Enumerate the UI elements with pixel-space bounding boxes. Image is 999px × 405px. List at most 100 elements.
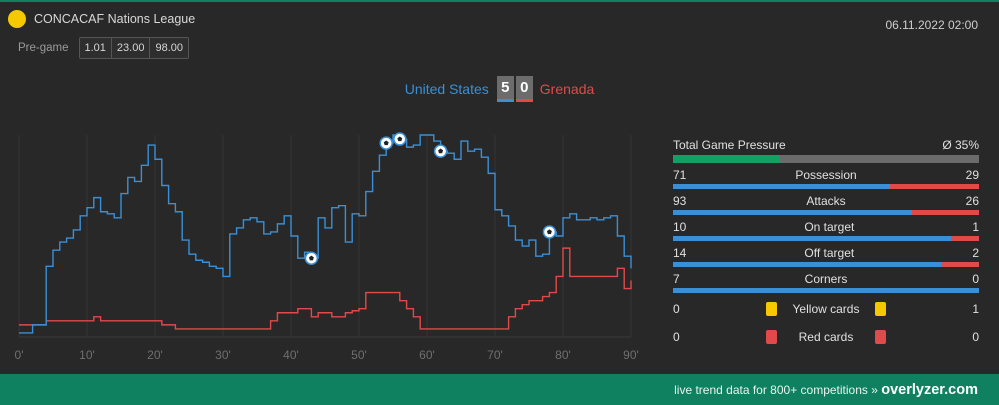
card-wrap xyxy=(875,329,939,344)
stat-row: 7 Corners 0 xyxy=(673,272,979,293)
ball-patch xyxy=(438,148,444,154)
ball-patch xyxy=(308,255,314,261)
yellow-card-icon xyxy=(875,301,886,316)
stat-row: 71 Possession 29 xyxy=(673,168,979,189)
pregame-odds: Pre-game 1.01 23.00 98.00 xyxy=(18,37,189,59)
goal-ball-icon[interactable] xyxy=(542,225,557,239)
footer-text: live trend data for 800+ competitions » xyxy=(674,383,878,397)
pressure-header: Total Game Pressure Ø 35% xyxy=(673,138,979,154)
stat-values: 14 Off target 2 xyxy=(673,246,979,262)
match-datetime: 06.11.2022 02:00 xyxy=(885,18,978,32)
stat-bar-away xyxy=(951,236,979,241)
stat-bar-home xyxy=(673,236,952,241)
card-wrap xyxy=(713,329,777,344)
red-card-icon xyxy=(766,329,777,344)
pressure-bar-fill xyxy=(673,155,781,163)
pressure-value: Ø 35% xyxy=(942,138,979,152)
away-team-name[interactable]: Grenada xyxy=(539,81,595,97)
stat-bar-away xyxy=(912,210,979,215)
cards-label: Red cards xyxy=(798,329,854,344)
cards-away-value: 0 xyxy=(972,329,979,344)
card-wrap xyxy=(875,301,939,316)
stat-away-value: 2 xyxy=(972,246,979,260)
stat-bar-away xyxy=(890,184,979,189)
x-tick-label: 80' xyxy=(555,348,571,362)
home-team-name[interactable]: United States xyxy=(404,81,489,97)
stat-label: On target xyxy=(804,220,855,234)
stat-values: 10 On target 1 xyxy=(673,220,979,236)
stat-away-value: 1 xyxy=(972,220,979,234)
x-tick-label: 90' xyxy=(623,348,639,362)
stat-bar-home xyxy=(673,288,979,293)
goal-ball-icon[interactable] xyxy=(393,132,407,146)
yellow-cards-row: 0 Yellow cards 1 xyxy=(673,296,979,321)
x-tick-label: 30' xyxy=(215,348,231,362)
stat-bar-away xyxy=(940,262,979,267)
stat-home-value: 7 xyxy=(673,272,680,286)
x-tick-label: 10' xyxy=(79,348,95,362)
competition-header[interactable]: CONCACAF Nations League xyxy=(8,10,195,28)
away-score: 0 xyxy=(515,76,533,102)
stat-home-value: 93 xyxy=(673,194,687,208)
goal-ball-icon[interactable] xyxy=(304,251,319,265)
stat-home-value: 10 xyxy=(673,220,687,234)
red-cards-row: 0 Red cards 0 xyxy=(673,324,979,349)
stats-panel: Total Game Pressure Ø 35% 71 Possession 29… xyxy=(673,138,979,349)
stat-bar-home xyxy=(673,184,891,189)
stat-away-value: 29 xyxy=(965,168,979,182)
pressure-bar xyxy=(673,155,979,163)
x-tick-label: 20' xyxy=(147,348,163,362)
yellow-card-icon xyxy=(766,301,777,316)
x-tick-label: 40' xyxy=(283,348,299,362)
cards-label: Yellow cards xyxy=(792,301,860,316)
odd-draw[interactable]: 23.00 xyxy=(112,38,151,58)
cards-away-value: 1 xyxy=(972,301,979,316)
stat-home-value: 14 xyxy=(673,246,687,260)
stat-bar xyxy=(673,184,979,189)
stat-values: 7 Corners 0 xyxy=(673,272,979,288)
stat-label: Possession xyxy=(795,168,857,182)
footer-brand: overlyzer.com xyxy=(881,382,978,398)
stat-row: 14 Off target 2 xyxy=(673,246,979,267)
ball-patch xyxy=(546,229,552,235)
footer-bar: live trend data for 800+ competitions » … xyxy=(0,374,999,405)
odds-group: 1.01 23.00 98.00 xyxy=(78,37,189,59)
stat-row: 93 Attacks 26 xyxy=(673,194,979,215)
stat-label: Corners xyxy=(804,272,848,286)
stat-values: 93 Attacks 26 xyxy=(673,194,979,210)
footer-link[interactable]: live trend data for 800+ competitions » … xyxy=(674,382,978,398)
odd-home[interactable]: 1.01 xyxy=(80,38,112,58)
stat-bar xyxy=(673,262,979,267)
odd-away[interactable]: 98.00 xyxy=(155,42,183,54)
stat-away-value: 26 xyxy=(965,194,979,208)
competition-dot-icon xyxy=(8,10,26,28)
series-line-united-states xyxy=(19,134,632,334)
home-score: 5 xyxy=(496,76,514,102)
stat-bar xyxy=(673,210,979,215)
stat-bar xyxy=(673,236,979,241)
stat-bar-home xyxy=(673,210,913,215)
scoreboard: United States 5 0 Grenada xyxy=(0,76,999,102)
stat-home-value: 71 xyxy=(673,168,687,182)
stat-label: Off target xyxy=(804,246,855,260)
x-tick-label: 70' xyxy=(487,348,503,362)
stat-label: Attacks xyxy=(806,194,846,208)
stat-bar-home xyxy=(673,262,941,267)
card-wrap xyxy=(713,301,777,316)
pressure-label: Total Game Pressure xyxy=(673,138,786,152)
cards-home-value: 0 xyxy=(673,329,680,344)
pregame-label: Pre-game xyxy=(18,42,69,54)
red-card-icon xyxy=(875,329,886,344)
x-tick-label: 60' xyxy=(419,348,435,362)
stat-values: 71 Possession 29 xyxy=(673,168,979,184)
stat-row: 10 On target 1 xyxy=(673,220,979,241)
goal-ball-icon[interactable] xyxy=(379,136,393,150)
stat-away-value: 0 xyxy=(972,272,979,286)
goal-ball-icon[interactable] xyxy=(433,144,448,158)
stat-bar xyxy=(673,288,979,293)
cards-home-value: 0 xyxy=(673,301,680,316)
ball-patch xyxy=(383,140,389,146)
ball-patch xyxy=(397,136,403,142)
x-tick-label: 0' xyxy=(15,348,24,362)
pressure-trend-chart: 0' 10' 20' 30' 40' 50' 60' 70' 80' 90' xyxy=(15,132,639,362)
